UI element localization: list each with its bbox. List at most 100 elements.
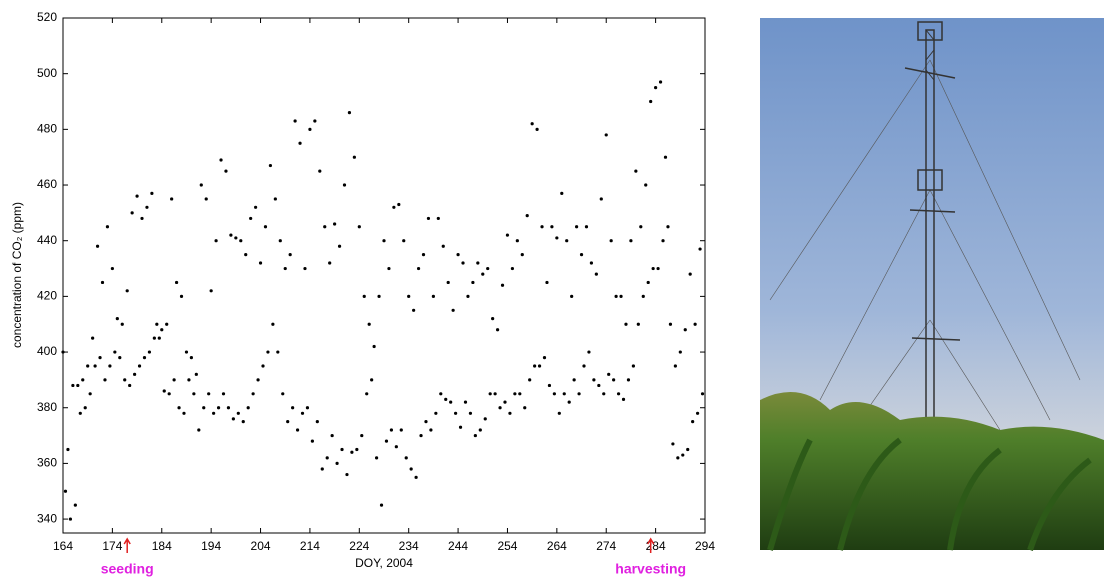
point	[120, 322, 124, 326]
y-tick-label: 360	[37, 456, 57, 470]
point	[607, 372, 611, 376]
point	[303, 266, 307, 271]
point	[342, 183, 347, 187]
point	[150, 191, 154, 195]
point	[619, 294, 623, 298]
point	[419, 433, 423, 438]
point	[170, 197, 174, 201]
point	[624, 322, 628, 326]
point	[273, 197, 277, 201]
point	[355, 447, 359, 452]
point	[414, 475, 418, 479]
point	[288, 253, 292, 257]
point	[231, 417, 235, 421]
point	[547, 383, 552, 388]
point	[167, 392, 171, 396]
point	[468, 411, 473, 415]
point	[291, 406, 295, 410]
point	[266, 350, 270, 354]
point	[575, 225, 579, 229]
point	[68, 517, 73, 521]
annotation-arrowhead	[647, 537, 655, 545]
point	[426, 216, 431, 221]
point	[81, 378, 85, 382]
point	[73, 503, 77, 507]
point	[320, 467, 324, 471]
point	[639, 225, 643, 229]
point	[658, 80, 663, 84]
point	[66, 447, 70, 452]
point	[416, 266, 421, 271]
point	[614, 294, 618, 298]
x-tick-label: 184	[152, 539, 172, 553]
point	[434, 411, 438, 415]
point	[651, 266, 655, 271]
point	[495, 328, 500, 332]
point	[370, 378, 374, 382]
point	[510, 266, 514, 271]
point	[179, 294, 184, 298]
y-tick-label: 420	[37, 289, 57, 303]
point	[202, 406, 206, 410]
point	[365, 392, 369, 396]
point	[644, 183, 648, 187]
point	[458, 425, 463, 429]
point	[147, 350, 152, 354]
point	[313, 119, 317, 123]
point	[295, 428, 300, 432]
point	[78, 411, 82, 415]
point	[130, 211, 134, 215]
point	[508, 411, 512, 415]
point	[486, 266, 490, 271]
point	[382, 239, 386, 243]
point	[221, 392, 226, 396]
point	[631, 364, 635, 368]
point	[451, 308, 455, 312]
point	[555, 236, 559, 240]
point	[333, 222, 337, 226]
point	[579, 253, 584, 257]
x-tick-label: 214	[300, 539, 320, 553]
point	[337, 244, 342, 248]
annotation: harvesting	[615, 561, 686, 577]
point	[523, 406, 527, 410]
point	[557, 411, 561, 415]
point	[513, 392, 517, 396]
point	[402, 239, 406, 243]
point	[118, 356, 122, 360]
point	[463, 400, 468, 404]
point	[207, 392, 211, 396]
point	[261, 364, 265, 368]
point	[263, 225, 268, 229]
point	[691, 420, 695, 424]
point	[281, 392, 285, 396]
point	[145, 205, 149, 209]
point	[160, 328, 164, 332]
point	[246, 406, 250, 410]
plot-frame	[62, 17, 706, 534]
point	[666, 225, 670, 229]
point	[562, 392, 566, 396]
point	[93, 364, 97, 368]
point	[483, 417, 487, 421]
point	[525, 214, 529, 218]
point	[550, 225, 554, 229]
point	[142, 356, 147, 360]
point	[678, 350, 682, 354]
point	[449, 400, 453, 404]
point	[224, 169, 228, 173]
point	[520, 253, 524, 257]
point	[466, 294, 470, 298]
point	[545, 280, 549, 285]
point	[174, 280, 179, 285]
point	[505, 233, 510, 237]
point	[91, 336, 95, 340]
point	[350, 450, 354, 454]
point	[212, 411, 216, 415]
plot: 164 174 184 194 204 214 224 234 244 254 264 274 284 2…	[37, 10, 715, 577]
point	[204, 197, 208, 201]
point	[599, 197, 603, 201]
point	[347, 111, 352, 115]
point	[481, 272, 485, 276]
